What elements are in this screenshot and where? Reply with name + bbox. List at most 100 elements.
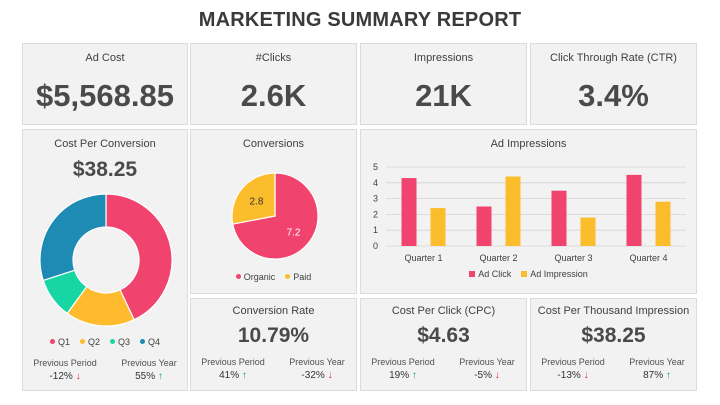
convrate-prev-year-label: Previous Year <box>289 357 345 367</box>
cpm-card: Cost Per Thousand Impression $38.25 Prev… <box>530 298 697 391</box>
clicks-value: 2.6K <box>240 78 307 113</box>
legend-item-paid: Paid <box>285 272 311 282</box>
pie-data-label-paid: 2.8 <box>249 197 263 208</box>
impressions-value: 21K <box>415 78 472 113</box>
cost-per-conversion-value: $38.25 <box>72 158 138 181</box>
legend-label: Ad Impression <box>530 269 588 279</box>
ad-impressions-label: Ad Impressions <box>490 138 567 150</box>
arrow-up-icon: ↑ <box>157 371 163 382</box>
bar-ad-click-quarter-3 <box>551 190 567 246</box>
legend-label: Q4 <box>148 337 161 347</box>
cpc-prev-period-label: Previous Period <box>371 357 435 367</box>
legend-swatch <box>49 339 55 344</box>
bar-ad-click-quarter-2 <box>476 206 492 246</box>
arrow-up-icon: ↑ <box>411 370 417 381</box>
ad-impressions-bar-chart: 0 1 2 3 4 5 Quarter 1 Quarter 2 Quarter 3 Quarter… <box>373 162 686 263</box>
ad-impressions-legend: Ad Click Ad Impression <box>361 269 696 279</box>
x-tick-label: Quarter 1 <box>404 253 442 263</box>
cpconv-prev-period: Previous Period -12% ↓ <box>27 358 103 382</box>
arrow-down-icon: ↓ <box>583 370 589 381</box>
x-tick-label: Quarter 4 <box>629 253 667 263</box>
pie-data-label-organic: 7.2 <box>287 227 301 238</box>
legend-swatch <box>140 339 146 344</box>
bar-ad-impression-quarter-4 <box>655 201 671 246</box>
cpc-prev-period: Previous Period 19% ↑ <box>365 357 441 381</box>
legend-label: Organic <box>243 272 276 282</box>
cpm-prev-period-label: Previous Period <box>541 357 605 367</box>
legend-swatch <box>285 274 291 279</box>
legend-item-q4: Q4 <box>140 337 160 347</box>
legend-swatch <box>79 339 85 344</box>
y-tick-label: 1 <box>373 225 378 235</box>
y-tick-label: 5 <box>373 162 378 172</box>
ad-cost-label: Ad Cost <box>85 52 125 64</box>
conversion-rate-value: 10.79% <box>237 324 310 347</box>
legend-item-organic: Organic <box>235 272 276 282</box>
cpm-prev-year-label: Previous Year <box>629 357 685 367</box>
convrate-prev-period-value: 41% <box>219 370 240 381</box>
cpconv-prev-year-value: 55% <box>135 371 156 382</box>
legend-item-ad-impression: Ad Impression <box>521 269 588 279</box>
cpc-label: Cost Per Click (CPC) <box>391 305 496 317</box>
bar-ad-click-quarter-1 <box>401 178 417 246</box>
cpconv-prev-period-value: -12% <box>49 371 73 382</box>
legend-label: Q1 <box>57 337 70 347</box>
convrate-prev-year: Previous Year -32% ↓ <box>279 357 355 381</box>
cpm-value: $38.25 <box>581 324 646 347</box>
conversions-pie-legend: Organic Paid <box>191 272 356 282</box>
arrow-down-icon: ↓ <box>494 370 500 381</box>
pie-slice-paid <box>231 172 276 225</box>
cpc-prev-year-label: Previous Year <box>459 357 515 367</box>
legend-label: Q3 <box>118 337 131 347</box>
cpm-prev-period-value: -13% <box>557 370 581 381</box>
legend-swatch <box>235 274 241 279</box>
conversion-rate-card: Conversion Rate 10.79% Previous Period 4… <box>190 298 357 391</box>
conversions-label: Conversions <box>242 138 305 150</box>
quarter-donut-legend: Q1 Q2 Q3 Q4 <box>23 337 187 347</box>
cpc-prev-year: Previous Year -5% ↓ <box>449 357 525 381</box>
conversions-card: Conversions 7.2 2.8 Organic Paid <box>190 129 357 294</box>
legend-swatch <box>110 339 115 344</box>
report-title: MARKETING SUMMARY REPORT <box>198 9 522 31</box>
cpc-prev-year-value: -5% <box>474 370 492 381</box>
legend-swatch <box>469 271 476 277</box>
cpm-label: Cost Per Thousand Impression <box>537 305 690 317</box>
cpm-prev-period: Previous Period -13% ↓ <box>535 357 611 381</box>
impressions-label: Impressions <box>413 52 474 64</box>
ctr-label: Click Through Rate (CTR) <box>550 52 677 64</box>
convrate-prev-year-value: -32% <box>301 370 325 381</box>
cpc-value: $4.63 <box>417 324 470 347</box>
cpconv-prev-year-label: Previous Year <box>121 358 177 368</box>
x-tick-label: Quarter 3 <box>554 253 592 263</box>
impressions-card: Impressions 21K <box>360 43 527 125</box>
legend-swatch <box>521 271 528 277</box>
y-tick-label: 2 <box>373 209 378 219</box>
legend-label: Paid <box>293 272 312 282</box>
arrow-down-icon: ↓ <box>75 371 81 382</box>
bar-ad-impression-quarter-2 <box>505 176 521 246</box>
donut-slice-q4 <box>39 193 107 282</box>
conversions-pie-chart: 7.2 2.8 <box>231 172 319 260</box>
cpm-prev-year-value: 87% <box>643 370 664 381</box>
ad-impressions-card: Ad Impressions 0 1 2 3 4 5 Quarter 1 Quarter 2 Q… <box>360 129 697 294</box>
quarter-donut-chart <box>39 193 173 327</box>
bar-ad-impression-quarter-3 <box>580 217 596 246</box>
legend-item-q1: Q1 <box>49 337 70 347</box>
ad-cost-value: $5,568.85 <box>36 78 174 113</box>
arrow-up-icon: ↑ <box>241 370 247 381</box>
cpm-prev-year: Previous Year 87% ↑ <box>619 357 695 381</box>
arrow-down-icon: ↓ <box>327 370 333 381</box>
legend-label: Q2 <box>87 337 100 347</box>
legend-item-q3: Q3 <box>110 337 130 347</box>
legend-label: Ad Click <box>478 269 512 279</box>
cpc-card: Cost Per Click (CPC) $4.63 Previous Peri… <box>360 298 527 391</box>
clicks-label: #Clicks <box>255 52 292 64</box>
arrow-up-icon: ↑ <box>665 370 671 381</box>
ad-cost-card: Ad Cost $5,568.85 <box>22 43 188 125</box>
ctr-card: Click Through Rate (CTR) 3.4% <box>530 43 697 125</box>
cpconv-prev-period-label: Previous Period <box>33 358 97 368</box>
cpc-prev-period-value: 19% <box>389 370 410 381</box>
conversion-rate-label: Conversion Rate <box>232 305 315 317</box>
cpconv-prev-year: Previous Year 55% ↑ <box>111 358 187 382</box>
legend-item-q2: Q2 <box>79 337 100 347</box>
